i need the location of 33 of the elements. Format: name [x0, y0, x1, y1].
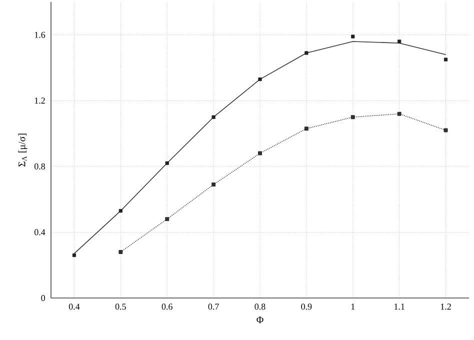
- y-tick-label: 1.6: [34, 32, 46, 38]
- y-tick-label: 1.2: [34, 98, 45, 104]
- x-axis-title: Φ: [256, 316, 264, 324]
- x-tick-label: 0.4: [68, 304, 80, 310]
- point: [304, 126, 308, 131]
- point: [350, 115, 355, 120]
- x-tick-label: 0.6: [162, 304, 172, 310]
- point: [397, 112, 402, 116]
- point: [258, 77, 262, 82]
- point: [118, 250, 123, 254]
- y-axis-title: Σ$_{Λ}$ [μ/σ]: [18, 134, 28, 167]
- x-tick-label: 0.8: [254, 304, 266, 310]
- point: [351, 34, 355, 38]
- y-tick-label: 0.8: [34, 163, 46, 170]
- x-tick-label: 0.5: [115, 304, 126, 310]
- x-tick-label: 1.2: [440, 304, 451, 310]
- y-tick-label: 0: [41, 294, 46, 302]
- point: [304, 51, 308, 55]
- point: [212, 115, 216, 119]
- point: [118, 209, 122, 213]
- x-tick-label: 0.7: [208, 304, 219, 310]
- point: [165, 161, 169, 165]
- point: [444, 58, 448, 62]
- point: [258, 151, 262, 156]
- y-tick-label: 0.4: [34, 229, 46, 236]
- x-tick-label: 1: [351, 304, 355, 310]
- point: [444, 128, 448, 132]
- point: [165, 217, 170, 222]
- point: [72, 253, 76, 258]
- x-tick-label: 0.9: [301, 304, 312, 310]
- point: [398, 40, 402, 44]
- x-tick-label: 1.1: [394, 304, 404, 310]
- point: [212, 182, 216, 187]
